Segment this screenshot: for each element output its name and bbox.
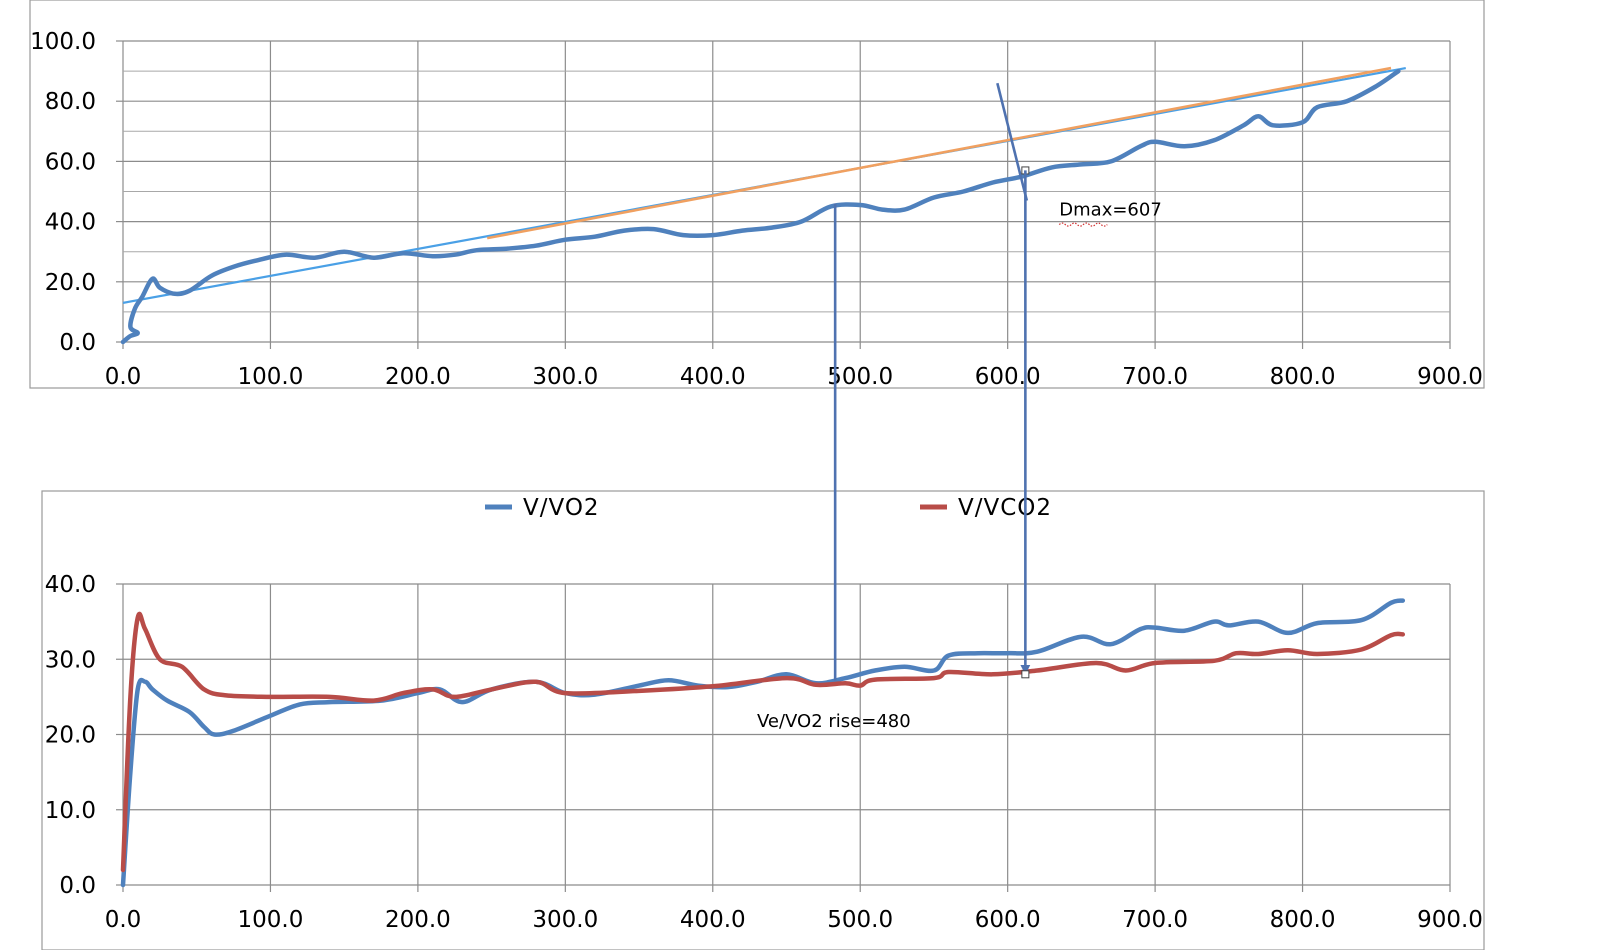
chart-1-x-tick-label: 500.0 — [827, 364, 893, 390]
chart-1-frame — [29, 0, 1485, 389]
chart-2-x-tick-label: 0.0 — [105, 907, 142, 933]
chart-2-x-tick-label: 800.0 — [1270, 907, 1336, 933]
marker-handle — [1021, 670, 1030, 679]
chart-2-y-tick-label: 40.0 — [45, 572, 96, 598]
chart-2-x-tick-label: 100.0 — [238, 907, 304, 933]
chart-1-x-tick-label: 300.0 — [532, 364, 598, 390]
chart-1-annotation: Dmax=607 — [1059, 200, 1162, 221]
chart-2-x-tick-label: 500.0 — [827, 907, 893, 933]
chart-1-annotation-underline — [1058, 222, 1108, 227]
chart-1-perpendicular-line — [996, 82, 1029, 201]
chart-2-series-1-line — [120, 598, 1406, 888]
chart-2-x-tick-label: 300.0 — [532, 907, 598, 933]
chart-frames — [29, 0, 1485, 950]
chart-2-y-tick-label: 30.0 — [45, 647, 96, 673]
chart-1-x-tick-label: 0.0 — [105, 364, 142, 390]
legend-label: V/VO2 — [523, 495, 600, 521]
chart-1-y-tick-label: 80.0 — [45, 89, 96, 115]
chart-1-x-tick-label: 200.0 — [385, 364, 451, 390]
chart-2-frame — [41, 490, 1485, 950]
chart-2-annotation: Ve/VO2 rise=480 — [757, 711, 911, 732]
chart-2-y-tick-label: 10.0 — [45, 798, 96, 824]
chart-1-y-tick-label: 20.0 — [45, 270, 96, 296]
chart-1-x-tick-label: 700.0 — [1122, 364, 1188, 390]
chart-markers — [833, 170, 1031, 681]
chart-1-data-line — [120, 68, 1401, 345]
chart-2-x-tick-label: 200.0 — [385, 907, 451, 933]
chart-2-x-tick-label: 400.0 — [680, 907, 746, 933]
chart-tick-labels: 0.0 100.0 200.0 300.0 400.0 500.0 600.0 700.0 80… — [30, 29, 1483, 933]
chart-1-x-tick-label: 600.0 — [975, 364, 1041, 390]
chart-2-y-tick-label: 20.0 — [45, 723, 96, 749]
chart-legend: V/VO2 V/VCO2 — [485, 495, 1052, 521]
chart-1-y-tick-label: 0.0 — [59, 330, 96, 356]
chart-1-x-tick-label: 400.0 — [680, 364, 746, 390]
chart-2-x-tick-label: 900.0 — [1417, 907, 1483, 933]
chart-1-x-tick-label: 900.0 — [1417, 364, 1483, 390]
chart-2-x-tick-label: 700.0 — [1122, 907, 1188, 933]
legend-label: V/VCO2 — [958, 495, 1052, 521]
chart-1-chord-line — [486, 66, 1392, 240]
chart-gridlines — [116, 40, 1451, 892]
chart-2-y-tick-label: 0.0 — [59, 873, 96, 899]
chart-1-y-tick-label: 40.0 — [45, 210, 96, 236]
chart-1-y-tick-label: 100.0 — [30, 29, 96, 55]
chart-annotations: Dmax=607 Ve/VO2 rise=480 — [757, 200, 1162, 732]
chart-2-x-tick-label: 600.0 — [975, 907, 1041, 933]
chart-1-x-tick-label: 100.0 — [238, 364, 304, 390]
chart-1-y-tick-label: 60.0 — [45, 149, 96, 175]
chart-2-series-2-line — [120, 611, 1406, 873]
chart-1-x-tick-label: 800.0 — [1270, 364, 1336, 390]
chart-series — [120, 66, 1406, 888]
